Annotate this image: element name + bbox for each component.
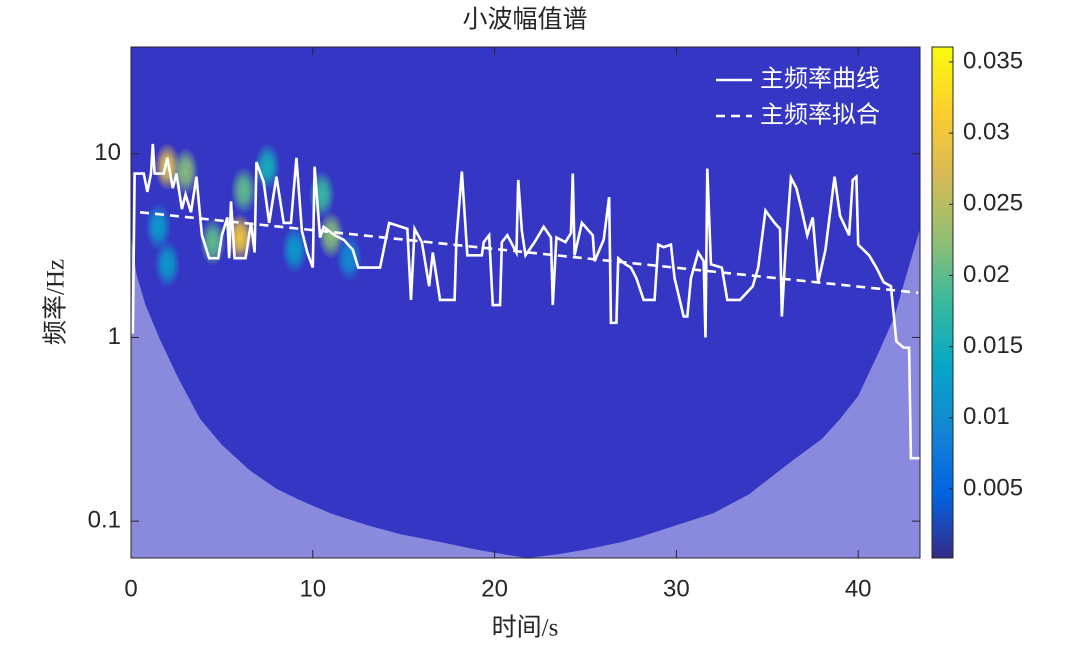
x-tick-label: 30 [663,575,690,602]
legend-label: 主频率曲线 [760,65,880,92]
amplitude-hotspot [336,234,363,283]
x-tick-label: 40 [845,575,872,602]
colorbar-tick-label: 0.01 [963,403,1010,430]
amplitude-hotspot [154,240,181,289]
x-axis-label: 时间/s [492,614,559,642]
series-line [139,210,919,295]
amplitude-hotspot [317,211,344,260]
colorbar-tick-label: 0.02 [963,261,1010,288]
series-line [131,143,920,460]
y-tick-label: 0.1 [88,506,121,533]
x-tick-label: 10 [299,575,326,602]
x-tick-label: 20 [481,575,508,602]
plot-frame [130,46,921,559]
colorbar-tick-label: 0.015 [963,332,1023,359]
amplitude-hotspot [254,142,281,191]
colorbar-tick-label: 0.005 [963,474,1023,501]
chart-title: 小波幅值谱 [462,6,587,34]
colorbar-tick-label: 0.025 [963,190,1023,217]
colorbar-tick-label: 0.035 [963,47,1023,74]
cone-of-influence [131,228,920,558]
amplitude-hotspot [145,202,172,251]
colorbar [931,46,954,559]
y-axis-label: 频率/Hz [42,259,70,345]
amplitude-hotspot [230,166,257,215]
amplitude-hotspot [281,225,308,274]
y-tick-label: 1 [108,323,121,350]
legend-label: 主频率拟合 [760,101,880,128]
plot-background [131,47,920,558]
plot-area [131,142,920,558]
y-tick-label: 10 [94,139,121,166]
x-tick-label: 0 [124,575,137,602]
colorbar-tick-label: 0.03 [963,118,1010,145]
